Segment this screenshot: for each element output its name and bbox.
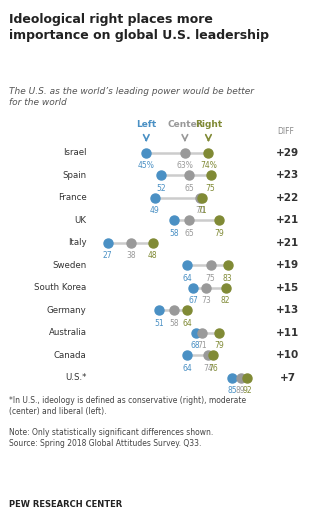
Text: 51: 51	[154, 319, 164, 328]
Text: Left: Left	[136, 120, 156, 129]
Text: 48: 48	[148, 251, 158, 260]
Text: +10: +10	[276, 350, 299, 360]
Text: 38: 38	[126, 251, 136, 260]
Text: 79: 79	[214, 341, 224, 350]
Text: 73: 73	[201, 296, 211, 305]
Text: *In U.S., ideology is defined as conservative (right), moderate
(center) and lib: *In U.S., ideology is defined as conserv…	[9, 396, 246, 416]
Text: 74%: 74%	[200, 161, 217, 170]
Text: +15: +15	[276, 282, 299, 292]
Text: 71: 71	[197, 206, 207, 215]
Text: Germany: Germany	[47, 306, 87, 314]
Text: 58: 58	[169, 229, 179, 238]
Text: 79: 79	[214, 229, 224, 238]
Text: 64: 64	[182, 319, 192, 328]
Text: +21: +21	[276, 238, 299, 248]
Text: Italy: Italy	[68, 238, 87, 247]
Text: 64: 64	[182, 364, 192, 373]
Text: UK: UK	[74, 216, 87, 225]
Text: 64: 64	[182, 274, 192, 282]
Text: 65: 65	[184, 229, 194, 238]
Text: +22: +22	[276, 193, 299, 203]
Text: +19: +19	[276, 260, 299, 270]
Text: 75: 75	[206, 274, 215, 282]
Text: +11: +11	[276, 328, 299, 338]
Text: 75: 75	[206, 184, 215, 193]
Text: 76: 76	[208, 364, 218, 373]
Text: +13: +13	[276, 305, 299, 315]
Text: DIFF: DIFF	[277, 128, 294, 136]
Text: 49: 49	[150, 206, 160, 215]
Text: The U.S. as the world’s leading power would be better
for the world: The U.S. as the world’s leading power wo…	[9, 87, 254, 107]
Text: +7: +7	[280, 373, 296, 383]
Text: Center: Center	[168, 120, 202, 129]
Text: 74: 74	[204, 364, 213, 373]
Text: France: France	[58, 193, 87, 202]
Text: +29: +29	[276, 148, 299, 158]
Text: 83: 83	[223, 274, 233, 282]
Text: Canada: Canada	[54, 351, 87, 360]
Text: +21: +21	[276, 215, 299, 225]
Text: 71: 71	[197, 341, 207, 350]
Text: 89: 89	[236, 386, 245, 395]
Text: Spain: Spain	[62, 171, 87, 180]
Text: 92: 92	[242, 386, 252, 395]
Text: 68: 68	[191, 341, 201, 350]
Text: South Korea: South Korea	[34, 283, 87, 292]
Text: 63%: 63%	[176, 161, 193, 170]
Text: Australia: Australia	[49, 328, 87, 337]
Text: Israel: Israel	[63, 148, 87, 157]
Text: U.S.*: U.S.*	[65, 373, 87, 382]
Text: 70: 70	[195, 206, 205, 215]
Text: 52: 52	[156, 184, 166, 193]
Text: Note: Only statistically significant differences shown.
Source: Spring 2018 Glob: Note: Only statistically significant dif…	[9, 428, 214, 448]
Text: 45%: 45%	[138, 161, 155, 170]
Text: +23: +23	[276, 170, 299, 180]
Text: 27: 27	[103, 251, 112, 260]
Text: 65: 65	[184, 184, 194, 193]
Text: PEW RESEARCH CENTER: PEW RESEARCH CENTER	[9, 500, 123, 509]
Text: 67: 67	[188, 296, 198, 305]
Text: 85: 85	[227, 386, 237, 395]
Text: Right: Right	[195, 120, 222, 129]
Text: 82: 82	[221, 296, 230, 305]
Text: Ideological right places more
importance on global U.S. leadership: Ideological right places more importance…	[9, 13, 269, 41]
Text: Sweden: Sweden	[52, 260, 87, 270]
Text: 58: 58	[169, 319, 179, 328]
